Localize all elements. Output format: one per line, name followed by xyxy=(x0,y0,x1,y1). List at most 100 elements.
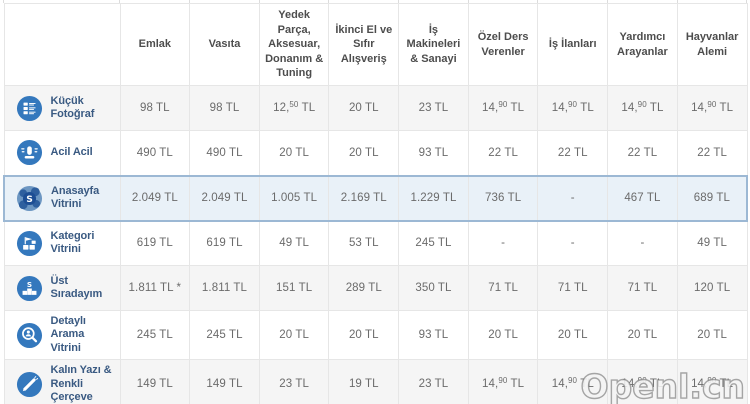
price-cell: 2.049 TL xyxy=(189,174,260,222)
row-label-cell[interactable]: S Anasayfa Vitrini xyxy=(3,174,121,222)
price-cell: 98 TL xyxy=(189,85,260,131)
price-cell: 1.811 TL xyxy=(189,265,260,311)
column-header: Yedek Parça, Aksesuar, Donanım & Tuning xyxy=(258,3,330,86)
price-cell: 49 TL xyxy=(258,220,330,266)
column-header: Vasıta xyxy=(189,3,260,86)
row-label-cell[interactable]: Kategori Vitrini xyxy=(3,220,121,266)
price-cell: 20 TL xyxy=(467,309,539,361)
row-label-cell[interactable]: Kalın Yazı & Renkli Çerçeve xyxy=(3,359,121,404)
price-cell: 151 TL xyxy=(258,265,330,311)
column-header: Yardımcı Arayanlar xyxy=(607,3,678,86)
svg-text:S: S xyxy=(26,280,31,289)
small-photo-icon xyxy=(16,95,43,122)
row-label: Detaylı Arama Vitrini xyxy=(50,315,86,354)
column-border-tick xyxy=(746,0,747,3)
price-cell: 71 TL xyxy=(607,265,678,311)
header-row: Emlak Vasıta Yedek Parça, Aksesuar, Donanı… xyxy=(3,3,748,86)
price-cell: 20 TL xyxy=(607,309,678,361)
column-border-tick xyxy=(468,0,469,3)
row-label: Küçük Fotoğraf xyxy=(50,94,95,120)
price-cell: - xyxy=(537,174,609,222)
price-cell: 22 TL xyxy=(537,130,609,176)
price-cell: 120 TL xyxy=(676,265,748,311)
price-cell: 49 TL xyxy=(676,220,748,266)
urgent-icon xyxy=(16,139,43,166)
price-cell: 14,90 TL xyxy=(607,85,678,131)
price-cell: 149 TL xyxy=(189,359,260,404)
price-cell: 289 TL xyxy=(328,265,400,311)
column-border-tick xyxy=(259,0,260,3)
price-cell: 14,90 TL xyxy=(537,85,609,131)
column-header: İkinci El ve Sıfır Alışveriş xyxy=(328,3,400,86)
price-cell: 14,90 TL xyxy=(537,359,609,404)
price-cell: 98 TL xyxy=(119,85,191,131)
svg-text:S: S xyxy=(26,193,33,204)
row-label-cell[interactable]: Küçük Fotoğraf xyxy=(3,85,121,131)
price-cell: 245 TL xyxy=(119,309,191,361)
row-label-cell[interactable]: S Üst Sıradayım xyxy=(3,265,121,311)
column-header: İş İlanları xyxy=(537,3,609,86)
table-body: Küçük Fotoğraf 98 TL 98 TL 12,50 TL 20 TL 23 … xyxy=(3,85,748,404)
price-cell: 689 TL xyxy=(676,174,748,222)
price-cell: 20 TL xyxy=(537,309,609,361)
price-cell: 20 TL xyxy=(328,85,400,131)
price-cell: - xyxy=(467,220,539,266)
price-cell: 23 TL xyxy=(398,359,469,404)
table-row[interactable]: Küçük Fotoğraf 98 TL 98 TL 12,50 TL 20 TL 23 … xyxy=(3,85,748,131)
column-border-tick xyxy=(398,0,399,3)
row-label: Anasayfa Vitrini xyxy=(51,184,100,210)
row-label: Kalın Yazı & Renkli Çerçeve xyxy=(50,364,112,404)
price-cell: 20 TL xyxy=(328,309,400,361)
table-row[interactable]: Kalın Yazı & Renkli Çerçeve 149 TL 149 TL 2… xyxy=(3,359,748,404)
price-cell: 149 TL xyxy=(119,359,191,404)
price-cell: 23 TL xyxy=(398,85,469,131)
column-border-tick xyxy=(328,0,329,3)
price-cell: 14,90 TL xyxy=(467,85,539,131)
table-row[interactable]: S Üst Sıradayım 1.811 TL * 1.811 TL 151 TL 2… xyxy=(3,265,748,311)
price-cell: 490 TL xyxy=(119,130,191,176)
column-header: İş Makineleri & Sanayi xyxy=(398,3,469,86)
column-border-tick xyxy=(119,0,120,3)
price-cell: 93 TL xyxy=(398,130,469,176)
table-row[interactable]: Acil Acil 490 TL 490 TL 20 TL 20 TL 93 TL 22 T… xyxy=(3,130,748,176)
homepage-showcase-icon: S xyxy=(16,185,43,212)
price-cell: 20 TL xyxy=(676,309,748,361)
price-cell: 22 TL xyxy=(676,130,748,176)
row-label-cell[interactable]: Acil Acil xyxy=(3,130,121,176)
row-label-cell[interactable]: Detaylı Arama Vitrini xyxy=(3,309,121,361)
price-cell: 1.811 TL * xyxy=(119,265,191,311)
price-cell: 20 TL xyxy=(258,130,330,176)
row-label: Acil Acil xyxy=(50,146,93,159)
price-cell: 14,90 TL xyxy=(676,359,748,404)
detailed-search-icon xyxy=(16,322,43,349)
price-cell: 93 TL xyxy=(398,309,469,361)
price-cell: 14,90 TL xyxy=(607,359,678,404)
price-cell: 619 TL xyxy=(189,220,260,266)
row-label: Kategori Vitrini xyxy=(50,229,95,256)
table-row[interactable]: S Anasayfa Vitrini 2.049 TL 2.049 TL 1.005 T… xyxy=(3,174,748,222)
column-border-tick xyxy=(189,0,190,3)
top-rank-icon: S xyxy=(16,275,43,302)
price-cell: 20 TL xyxy=(328,130,400,176)
column-header: Özel Ders Verenler xyxy=(467,3,539,86)
column-header: Hayvanlar Alemi xyxy=(676,3,748,86)
column-border-tick xyxy=(607,0,608,3)
price-cell: 245 TL xyxy=(189,309,260,361)
table-row[interactable]: Detaylı Arama Vitrini 245 TL 245 TL 20 TL 20… xyxy=(3,309,748,361)
price-cell: 467 TL xyxy=(607,174,678,222)
price-cell: 12,50 TL xyxy=(258,85,330,131)
price-cell: 2.169 TL xyxy=(328,174,400,222)
price-cell: - xyxy=(537,220,609,266)
price-cell: - xyxy=(607,220,678,266)
corner-cell xyxy=(3,3,121,86)
price-cell: 14,90 TL xyxy=(676,85,748,131)
price-cell: 19 TL xyxy=(328,359,400,404)
price-cell: 71 TL xyxy=(467,265,539,311)
price-cell: 619 TL xyxy=(119,220,191,266)
price-cell: 245 TL xyxy=(398,220,469,266)
price-cell: 1.005 TL xyxy=(258,174,330,222)
price-cell: 14,90 TL xyxy=(467,359,539,404)
table-row[interactable]: Kategori Vitrini 619 TL 619 TL 49 TL 53 TL 24… xyxy=(3,220,748,266)
price-cell: 736 TL xyxy=(467,174,539,222)
category-showcase-icon xyxy=(16,230,43,257)
